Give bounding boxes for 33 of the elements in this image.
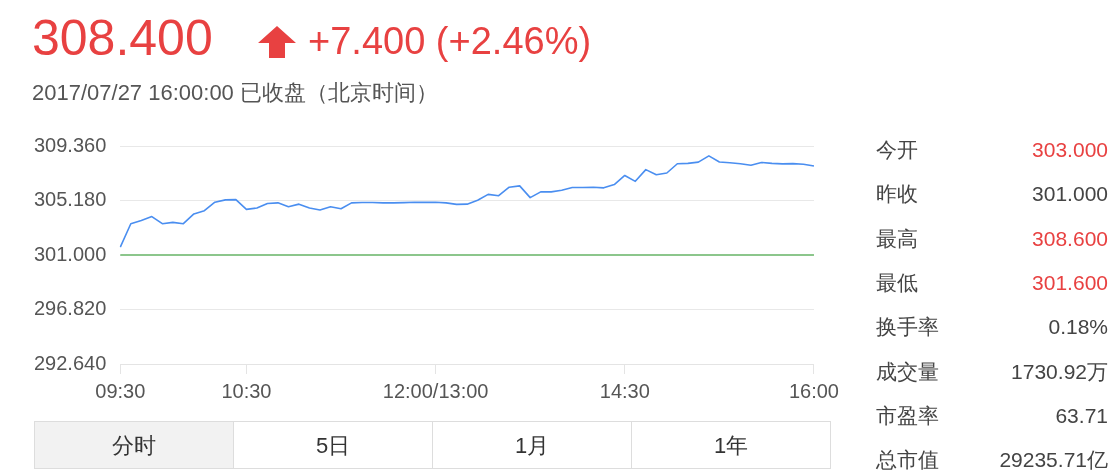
y-tick-label: 296.820 (34, 297, 107, 320)
text: +7.400 (+2.46%) (308, 19, 592, 64)
text: 1月 (432, 421, 632, 469)
x-tick-label: 14:30 (599, 379, 650, 402)
x-tick-label: 10:30 (221, 379, 272, 402)
text: 5日 (233, 421, 433, 469)
text: 0.18% (1048, 314, 1108, 341)
chart-title: 308.400 (32, 9, 213, 68)
text: 1730.92万 (1011, 358, 1108, 385)
chart-subtitle: 2017/07/27 16:00:00 已收盘（北京时间） (32, 79, 438, 107)
text: 1年 (631, 421, 831, 469)
text: 分时 (34, 421, 234, 469)
text: 301.000 (1032, 181, 1108, 208)
text: 总市值 (876, 447, 939, 474)
x-tick-label: 16:00 (788, 379, 840, 402)
text: 29235.71亿 (999, 447, 1108, 474)
text: 昨收 (876, 181, 918, 208)
text: 换手率 (876, 314, 939, 341)
text: 最高 (876, 225, 918, 252)
x-tick-label: 12:00/13:00 (382, 379, 489, 402)
text: 63.71 (1055, 402, 1108, 429)
text: 最低 (876, 269, 918, 296)
text: 301.600 (1032, 269, 1108, 296)
y-tick-label: 305.180 (34, 188, 107, 211)
y-tick-label: 292.640 (34, 351, 107, 374)
y-tick-label: 309.360 (34, 133, 107, 156)
text: 308.600 (1032, 225, 1108, 252)
y-tick-label: 301.000 (34, 242, 107, 265)
text: 今开 (876, 137, 918, 163)
x-tick-label: 09:30 (95, 379, 146, 402)
text: 市盈率 (876, 402, 939, 429)
text: 成交量 (876, 358, 939, 385)
text: 303.000 (1032, 137, 1108, 163)
